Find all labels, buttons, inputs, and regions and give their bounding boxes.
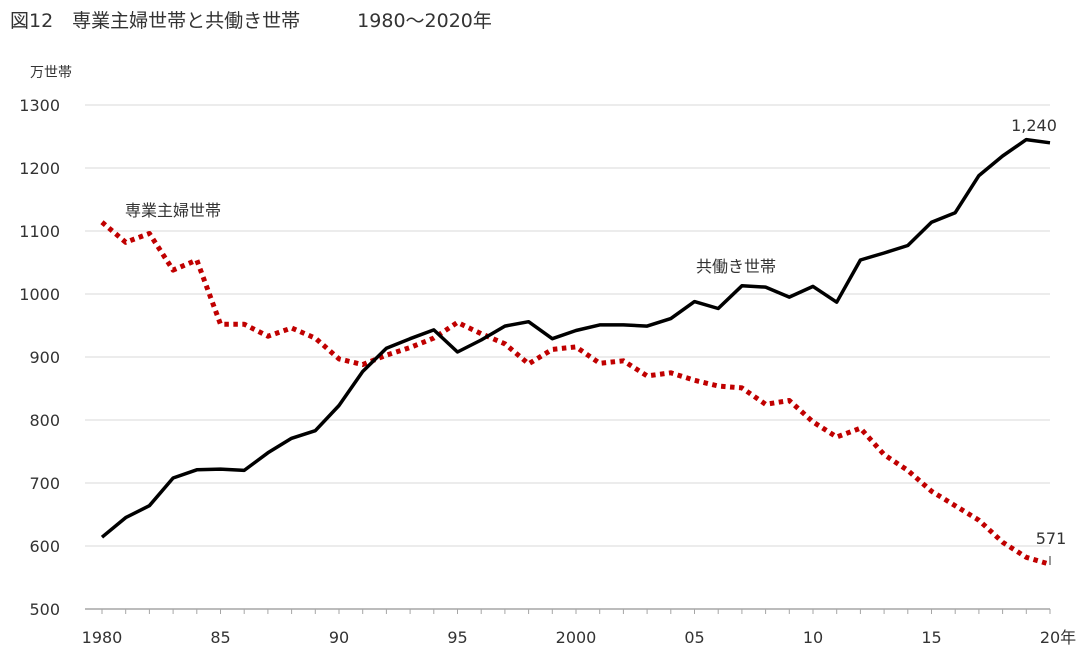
y-tick-label: 900	[29, 348, 60, 367]
x-tick-label: 10	[803, 628, 823, 647]
gridlines	[85, 104, 1050, 547]
x-tick-label: 20年	[1040, 628, 1076, 647]
series-line-housewife-households	[100, 220, 1051, 567]
y-tick-label: 800	[29, 411, 60, 430]
y-tick-label: 1300	[19, 96, 60, 115]
x-tick-label: 15	[921, 628, 941, 647]
x-tick-label: 90	[329, 628, 349, 647]
data-label-housewife-2020: 571	[1036, 529, 1067, 548]
y-tick-label: 1100	[19, 222, 60, 241]
x-tick-label: 85	[210, 628, 230, 647]
series-lines	[100, 137, 1051, 567]
y-tick-label: 600	[29, 537, 60, 556]
y-tick-label: 500	[29, 600, 60, 619]
x-tick-label: 95	[447, 628, 467, 647]
x-axis: 1980 85 90 95 2000 05 10 15 20年	[82, 608, 1076, 647]
x-tick-label: 2000	[556, 628, 597, 647]
data-label-dual-income-2020: 1,240	[1011, 116, 1057, 135]
x-tick-label: 05	[684, 628, 704, 647]
series-label-dual-income: 共働き世帯	[696, 257, 776, 276]
series-line-dual-income-households	[100, 137, 1051, 539]
y-tick-label: 1200	[19, 159, 60, 178]
y-tick-label: 700	[29, 474, 60, 493]
x-tick-label: 1980	[82, 628, 123, 647]
y-axis-unit-label: 万世帯	[30, 65, 72, 81]
y-tick-labels: 500 600 700 800 900 1000 1100 1200 1300	[19, 96, 60, 619]
series-label-housewife: 専業主婦世帯	[125, 201, 221, 220]
y-tick-label: 1000	[19, 285, 60, 304]
chart-title: 図12 専業主婦世帯と共働き世帯 1980～2020年	[10, 10, 492, 32]
